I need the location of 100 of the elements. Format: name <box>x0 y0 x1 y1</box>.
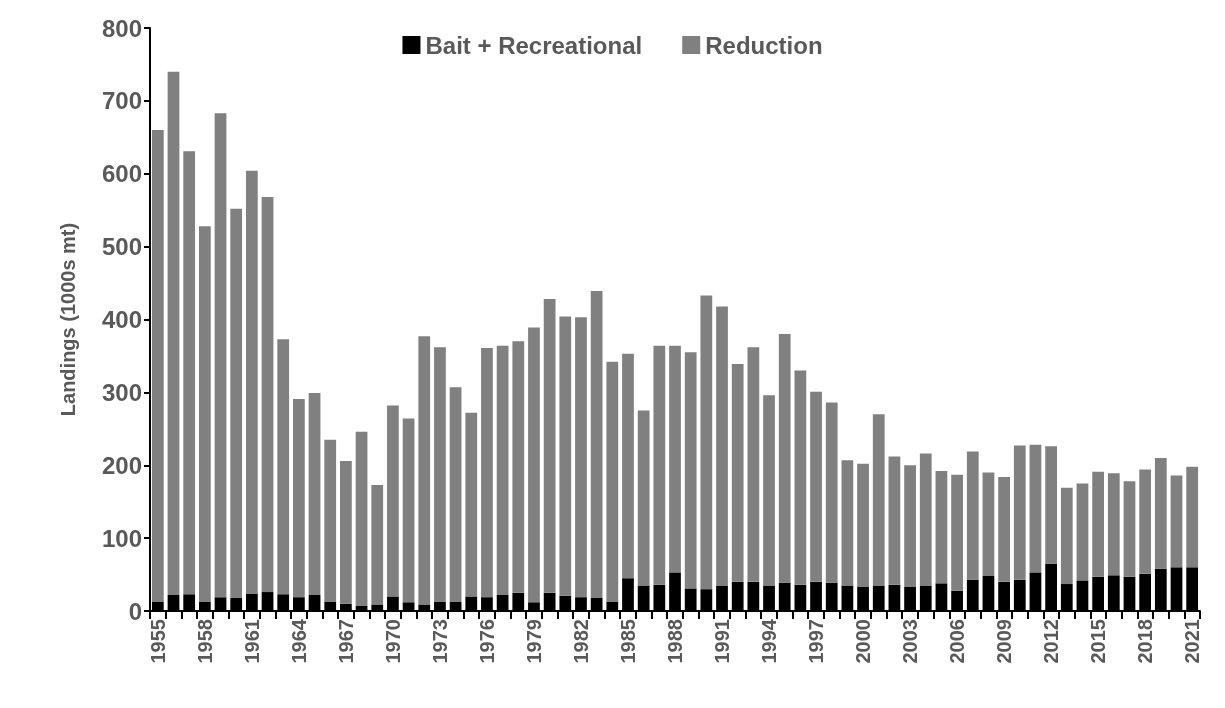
bar <box>151 130 164 602</box>
bar <box>825 402 838 583</box>
x-tick-label: 2006 <box>946 619 969 664</box>
bar <box>261 197 274 593</box>
y-tick-label: 800 <box>101 14 142 42</box>
bar <box>622 353 634 579</box>
bar <box>998 476 1010 582</box>
x-tick-label: 2012 <box>1040 619 1063 664</box>
bar <box>731 363 744 582</box>
bar <box>919 453 932 586</box>
x-tick-label: 1997 <box>805 619 828 664</box>
x-tick-label: 1967 <box>334 619 357 664</box>
x-tick-label: 1985 <box>616 619 639 664</box>
bar <box>277 339 290 595</box>
bar <box>716 306 728 586</box>
bar <box>293 398 305 598</box>
bar <box>308 393 321 595</box>
bar <box>966 451 979 580</box>
bar <box>449 387 462 602</box>
bar <box>841 460 854 586</box>
bar <box>575 317 587 598</box>
bar <box>528 327 540 603</box>
x-tick-label: 1982 <box>569 619 592 664</box>
legend-label: Bait + Recreational <box>425 31 643 59</box>
bar <box>1060 487 1073 585</box>
bar <box>183 151 196 595</box>
bar <box>637 410 650 586</box>
x-tick-label: 2009 <box>993 619 1016 664</box>
bar <box>1045 446 1057 564</box>
x-tick-label: 2003 <box>899 619 922 664</box>
bar <box>872 414 885 586</box>
bar <box>230 208 243 598</box>
x-tick-label: 1958 <box>193 619 216 664</box>
x-tick-label: 1988 <box>664 619 686 664</box>
bar <box>606 361 619 602</box>
bar <box>465 412 478 597</box>
bar <box>198 226 211 602</box>
bar <box>371 484 384 605</box>
x-tick-label: 2015 <box>1087 619 1110 664</box>
bar <box>434 347 446 602</box>
x-tick-label: 1955 <box>146 619 169 664</box>
x-tick-label: 2018 <box>1134 619 1157 664</box>
bar <box>904 465 916 587</box>
bar <box>481 347 493 598</box>
bar <box>496 345 509 595</box>
x-tick-label: 2021 <box>1181 619 1204 664</box>
bar <box>857 463 869 587</box>
y-tick-label: 600 <box>101 160 142 188</box>
y-tick-label: 400 <box>101 306 142 333</box>
y-tick-label: 300 <box>101 378 142 406</box>
y-axis-title: Landings (1000s mt) <box>57 222 79 417</box>
bar <box>982 472 995 577</box>
bar <box>1154 457 1167 569</box>
bar <box>1013 445 1026 580</box>
y-tick-label: 0 <box>128 597 142 625</box>
y-tick-label: 200 <box>101 451 142 479</box>
x-tick-label: 1961 <box>240 619 263 664</box>
x-tick-label: 1994 <box>758 618 781 664</box>
bar <box>1186 466 1199 568</box>
bar <box>245 170 258 594</box>
bar <box>778 334 791 583</box>
bar <box>402 418 415 603</box>
bar <box>340 460 352 604</box>
bar <box>1123 481 1136 577</box>
x-tick-label: 1979 <box>522 619 545 664</box>
x-tick-label: 1976 <box>475 619 498 664</box>
bar <box>888 456 901 585</box>
x-tick-label: 1970 <box>381 619 404 664</box>
x-tick-label: 1964 <box>287 618 310 664</box>
bar <box>559 316 572 596</box>
bar <box>653 345 666 585</box>
bar <box>669 345 681 573</box>
bar <box>747 347 760 582</box>
y-tick-label: 100 <box>101 524 142 552</box>
bar <box>512 341 525 593</box>
bar <box>214 113 227 598</box>
bar <box>418 336 431 605</box>
bar <box>1076 483 1089 581</box>
bar <box>763 395 775 586</box>
bar <box>935 471 948 584</box>
bar <box>684 352 697 589</box>
bar <box>1139 469 1152 574</box>
y-tick-label: 700 <box>101 87 142 115</box>
bar <box>951 474 963 591</box>
bar <box>700 295 713 590</box>
bar <box>167 71 180 595</box>
bar <box>590 291 603 598</box>
bar <box>1029 444 1042 573</box>
bar <box>1092 471 1105 577</box>
bar <box>387 405 399 597</box>
bar <box>1107 473 1120 576</box>
legend-label: Reduction <box>705 31 823 59</box>
bar <box>794 370 807 585</box>
x-tick-label: 2000 <box>852 619 875 664</box>
x-tick-label: 1973 <box>428 619 451 664</box>
y-tick-label: 500 <box>101 233 142 261</box>
x-tick-label: 1991 <box>711 619 734 664</box>
bar <box>324 439 337 602</box>
bar <box>543 299 556 593</box>
bar <box>355 431 368 606</box>
